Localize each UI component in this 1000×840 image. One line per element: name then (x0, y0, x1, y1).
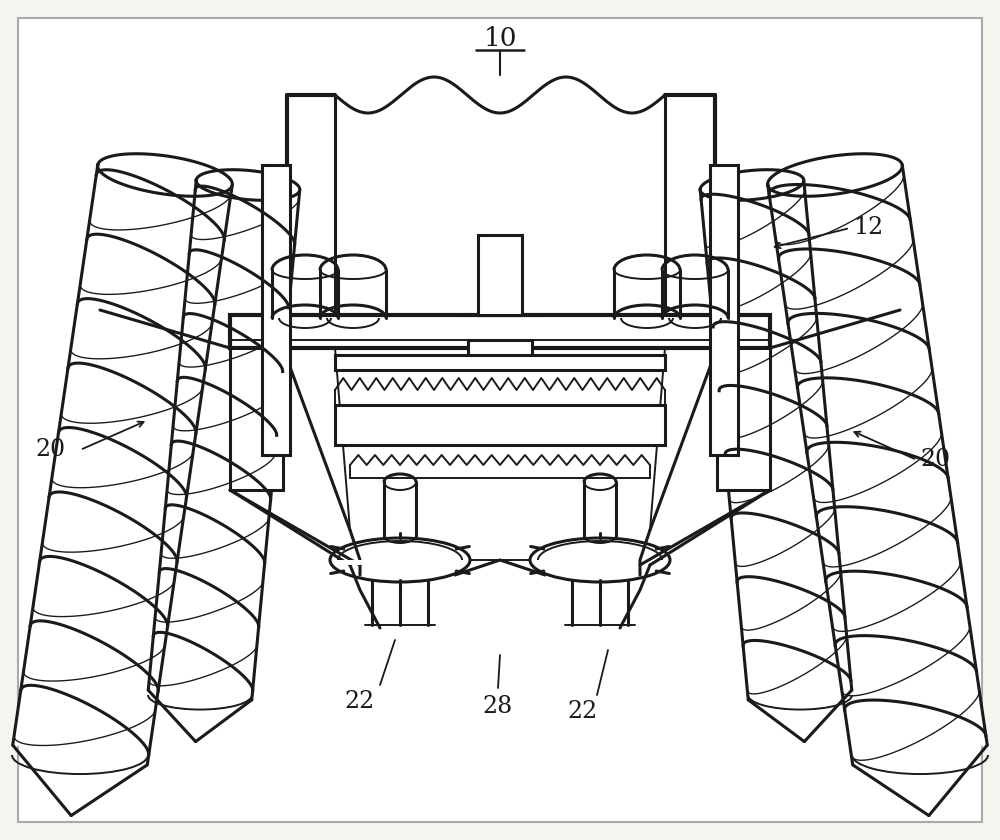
Polygon shape (478, 235, 522, 315)
Polygon shape (262, 165, 290, 455)
Polygon shape (230, 348, 283, 490)
Polygon shape (18, 18, 982, 822)
Text: 22: 22 (345, 690, 375, 713)
Polygon shape (13, 165, 232, 765)
Polygon shape (717, 348, 770, 490)
Text: 10: 10 (483, 25, 517, 50)
Text: 28: 28 (483, 695, 513, 718)
Text: 12: 12 (853, 217, 883, 239)
Polygon shape (335, 355, 665, 370)
Text: 20: 20 (35, 438, 65, 461)
Text: 22: 22 (568, 700, 598, 723)
Polygon shape (468, 340, 532, 358)
Polygon shape (768, 165, 987, 765)
Polygon shape (230, 315, 770, 348)
Polygon shape (700, 180, 852, 700)
Polygon shape (710, 165, 738, 455)
Polygon shape (330, 560, 470, 565)
Polygon shape (335, 405, 665, 445)
Polygon shape (148, 180, 300, 700)
Text: 20: 20 (920, 449, 950, 471)
